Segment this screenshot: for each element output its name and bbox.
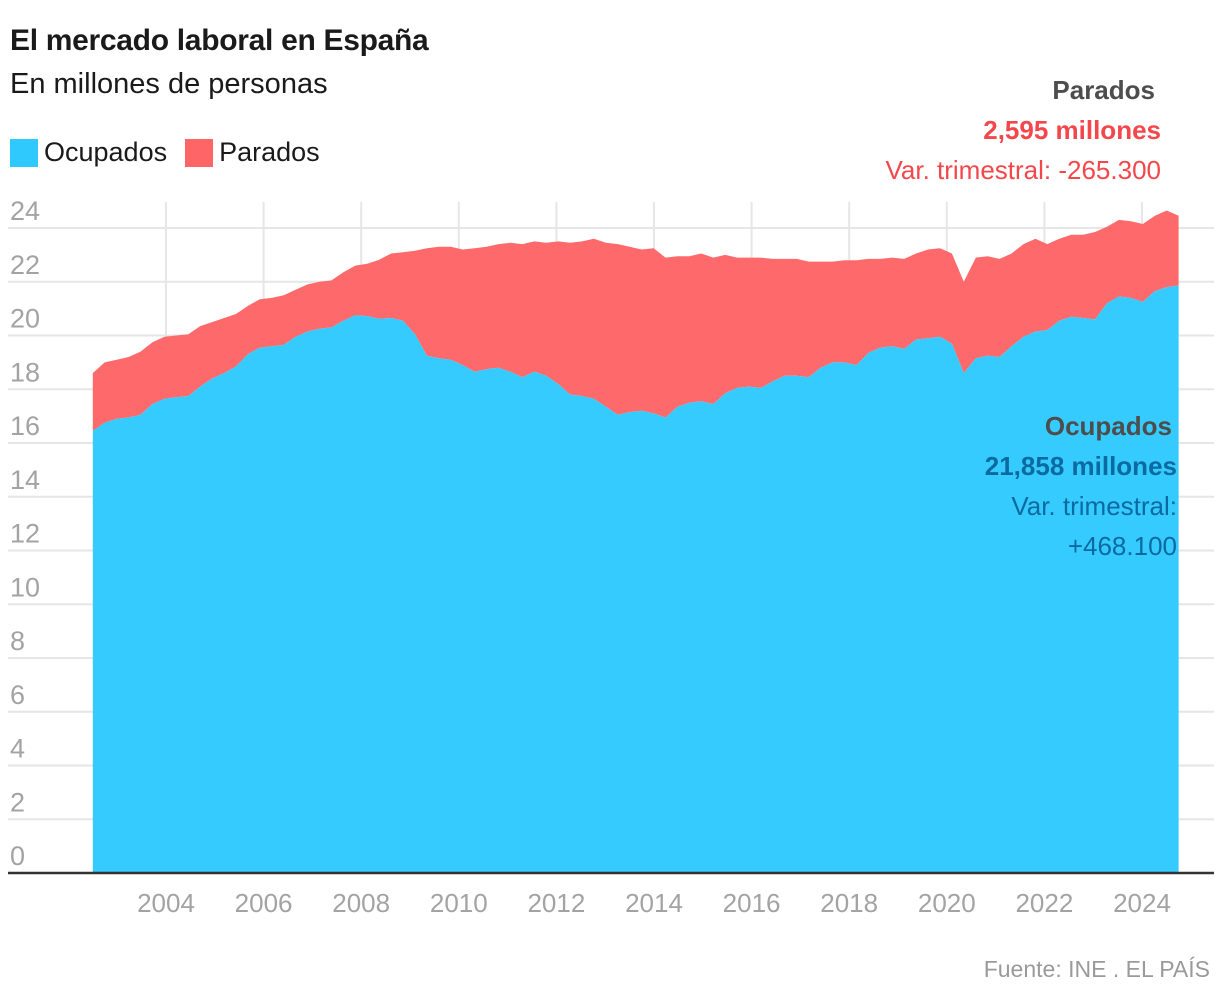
x-tick-label: 2010 bbox=[430, 888, 488, 918]
annotation-ocupados-var-value: +468.100 bbox=[1067, 531, 1177, 561]
x-tick-label: 2018 bbox=[820, 888, 878, 918]
areas bbox=[92, 210, 1179, 873]
x-tick-label: 2020 bbox=[918, 888, 976, 918]
y-tick-label: 6 bbox=[10, 680, 25, 710]
chart-subtitle: En millones de personas bbox=[10, 68, 328, 100]
x-tick-label: 2008 bbox=[332, 888, 390, 918]
y-tick-label: 2 bbox=[10, 787, 25, 817]
annotation-parados-value: 2,595 millones bbox=[983, 115, 1161, 145]
legend: Ocupados Parados bbox=[10, 137, 338, 168]
legend-swatch-ocupados bbox=[10, 138, 38, 167]
legend-label-ocupados: Ocupados bbox=[44, 137, 168, 167]
y-tick-label: 0 bbox=[10, 841, 25, 871]
x-tick-label: 2004 bbox=[137, 888, 195, 918]
annotation-parados-name: Parados bbox=[1052, 75, 1155, 105]
legend-item-parados: Parados bbox=[185, 137, 320, 168]
y-tick-label: 22 bbox=[10, 250, 40, 280]
y-tick-label: 24 bbox=[10, 196, 40, 226]
area-parados bbox=[92, 210, 1179, 431]
source-note: Fuente: INE . EL PAÍS bbox=[983, 956, 1210, 982]
annotation-parados-var: Var. trimestral: -265.300 bbox=[885, 155, 1161, 185]
y-tick-label: 16 bbox=[10, 411, 40, 441]
x-tick-label: 2022 bbox=[1015, 888, 1073, 918]
annotation-ocupados: Ocupados 21,858 millones Var. trimestral… bbox=[985, 406, 1177, 566]
x-tick-label: 2024 bbox=[1113, 888, 1171, 918]
y-tick-label: 8 bbox=[10, 626, 25, 656]
area-ocupados bbox=[92, 285, 1179, 873]
x-tick-label: 2006 bbox=[235, 888, 293, 918]
x-tick-label: 2014 bbox=[625, 888, 683, 918]
x-tick-label: 2012 bbox=[527, 888, 585, 918]
x-tick-label: 2016 bbox=[723, 888, 781, 918]
annotation-ocupados-name: Ocupados bbox=[1044, 411, 1172, 441]
legend-item-ocupados: Ocupados bbox=[10, 137, 167, 168]
x-axis: 2004 2006 2008 2010 2012 2014 2016 2018 2020 2022… bbox=[137, 888, 1171, 918]
y-tick-label: 10 bbox=[10, 572, 40, 602]
y-tick-label: 14 bbox=[10, 465, 40, 495]
legend-swatch-parados bbox=[185, 138, 214, 167]
annotation-parados: Parados 2,595 millones Var. trimestral: … bbox=[885, 70, 1161, 190]
legend-label-parados: Parados bbox=[219, 137, 320, 167]
y-tick-label: 4 bbox=[10, 734, 25, 764]
y-tick-label: 20 bbox=[10, 304, 40, 334]
annotation-ocupados-var-label: Var. trimestral: bbox=[1011, 491, 1177, 521]
annotation-ocupados-value: 21,858 millones bbox=[984, 451, 1177, 481]
chart-title: El mercado laboral en España bbox=[10, 24, 429, 57]
y-tick-label: 18 bbox=[10, 357, 40, 387]
y-tick-label: 12 bbox=[10, 519, 40, 549]
